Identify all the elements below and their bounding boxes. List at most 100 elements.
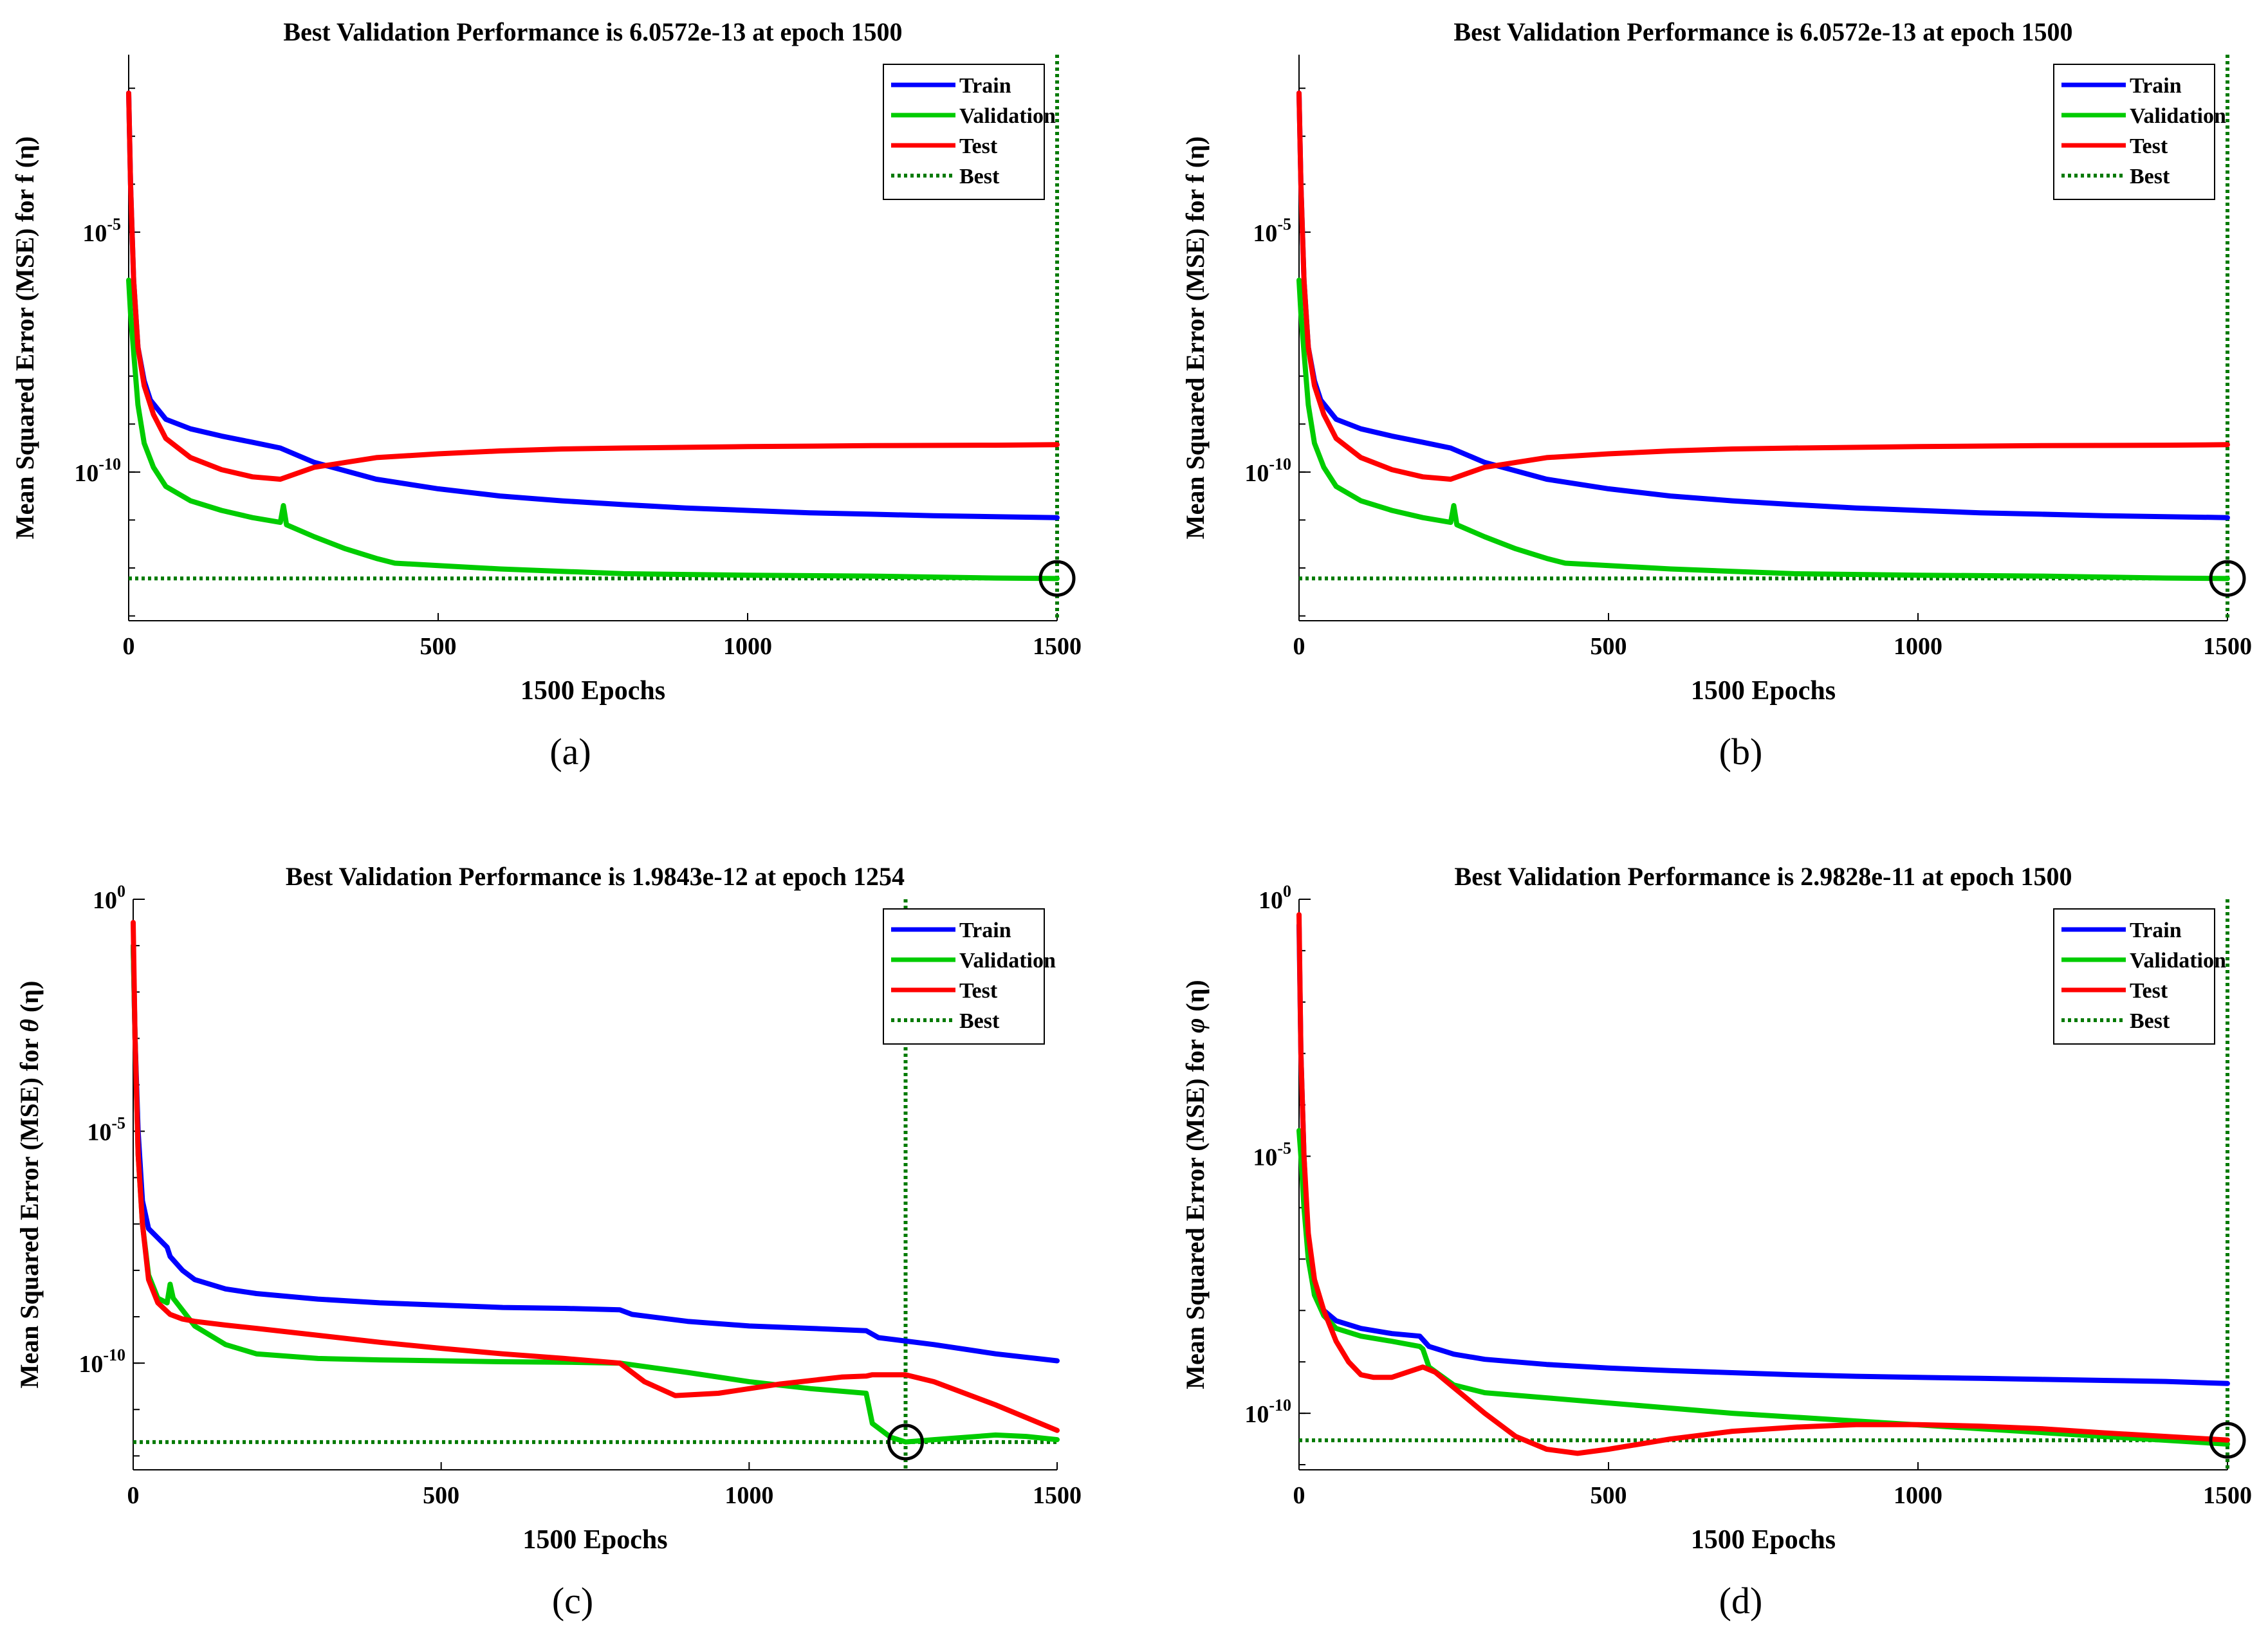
y-axis-label-suffix: (η) xyxy=(1181,980,1210,1018)
series-line-validation xyxy=(1296,1128,2230,1447)
y-tick-label-exponent: -5 xyxy=(1277,215,1291,233)
legend-label-validation: Validation xyxy=(2130,104,2226,128)
x-tick-label: 1500 xyxy=(2203,633,2252,660)
chart-panel-b: Best Validation Performance is 6.0572e-1… xyxy=(1181,17,2252,773)
x-tick-label: 1000 xyxy=(723,633,772,660)
x-axis-label: 1500 Epochs xyxy=(1691,1525,1836,1555)
x-tick-label: 1500 xyxy=(1033,1482,1082,1509)
x-tick-label: 1000 xyxy=(1894,1482,1942,1509)
panel-label: (a) xyxy=(549,731,591,773)
x-tick-label: 1000 xyxy=(724,1482,773,1509)
legend-label-best: Best xyxy=(959,1009,1000,1033)
series-line-test xyxy=(126,90,1060,482)
x-axis-label: 1500 Epochs xyxy=(522,1525,667,1555)
x-tick-label: 0 xyxy=(123,633,135,660)
best-point-marker xyxy=(2209,560,2246,597)
series-line-test xyxy=(1296,90,2230,482)
y-tick-label-exponent: -10 xyxy=(1269,455,1291,473)
y-tick-label: 100 xyxy=(1258,882,1291,914)
y-tick-label-base: 10 xyxy=(82,220,107,247)
panel-label: (b) xyxy=(1719,731,1763,773)
x-tick-label: 0 xyxy=(127,1482,140,1509)
y-tick-label: 10-5 xyxy=(82,215,121,247)
y-tick-label-exponent: -10 xyxy=(103,1346,125,1364)
y-tick-label-base: 10 xyxy=(1244,1401,1269,1428)
y-axis-label-prefix: Mean Squared Error (MSE) for xyxy=(15,1032,44,1389)
y-axis-label-prefix: Mean Squared Error (MSE) for xyxy=(1181,1033,1210,1389)
series-line-validation xyxy=(1296,277,2230,581)
series-line-test xyxy=(131,920,1060,1433)
chart-panel-c: Best Validation Performance is 1.9843e-1… xyxy=(15,862,1082,1622)
y-axis-label: Mean Squared Error (MSE) for f (η) xyxy=(10,136,39,539)
y-tick-label-exponent: -10 xyxy=(1269,1396,1291,1415)
y-tick-label-exponent: -5 xyxy=(107,215,121,233)
y-tick-label: 10-10 xyxy=(1244,455,1291,487)
series-line-train xyxy=(131,943,1060,1364)
legend: Train Validation Test Best xyxy=(883,908,1056,1045)
legend: Train Validation Test Best xyxy=(2053,64,2226,200)
series-line-validation xyxy=(126,277,1060,581)
best-point-marker xyxy=(1038,560,1076,597)
legend-label-train: Train xyxy=(959,919,1011,942)
x-tick-label: 1000 xyxy=(1894,633,1942,660)
x-tick-label: 0 xyxy=(1293,1482,1305,1509)
y-tick-label: 10-10 xyxy=(78,1346,125,1378)
y-tick-label-base: 10 xyxy=(1258,887,1283,914)
legend-label-test: Test xyxy=(959,979,998,1003)
y-axis-label-suffix: (η) xyxy=(15,981,44,1019)
legend-label-best: Best xyxy=(2130,1009,2170,1033)
legend-label-train: Train xyxy=(2130,74,2182,98)
legend-label-validation: Validation xyxy=(959,949,1056,973)
y-tick-label-base: 10 xyxy=(93,887,117,914)
chart-title: Best Validation Performance is 6.0572e-1… xyxy=(1453,17,2072,46)
best-point-marker xyxy=(887,1424,924,1461)
x-tick-label: 0 xyxy=(1293,633,1305,660)
y-tick-label: 100 xyxy=(93,882,125,914)
legend-label-validation: Validation xyxy=(2130,949,2226,973)
panel-label: (c) xyxy=(552,1580,593,1622)
legend-label-test: Test xyxy=(959,134,998,158)
y-tick-label-base: 10 xyxy=(1244,460,1269,487)
x-tick-label: 500 xyxy=(420,633,457,660)
x-tick-label: 500 xyxy=(1590,1482,1627,1509)
series-line-test xyxy=(1296,912,2230,1456)
y-tick-label-base: 10 xyxy=(78,1351,103,1378)
chart-title: Best Validation Performance is 6.0572e-1… xyxy=(283,17,902,46)
y-tick-label-exponent: -5 xyxy=(1277,1139,1291,1158)
x-axis-label: 1500 Epochs xyxy=(1691,676,1836,706)
y-axis-label-symbol: θ xyxy=(15,1019,44,1032)
legend-label-test: Test xyxy=(2130,134,2168,158)
best-point-marker xyxy=(2209,1422,2246,1459)
y-tick-label-base: 10 xyxy=(74,460,98,487)
legend-label-best: Best xyxy=(959,165,1000,188)
legend-label-train: Train xyxy=(2130,919,2182,942)
y-tick-label: 10-5 xyxy=(87,1114,125,1146)
legend-label-train: Train xyxy=(959,74,1011,98)
y-axis-label: Mean Squared Error (MSE) for φ (η) xyxy=(1181,980,1210,1389)
y-tick-label: 10-5 xyxy=(1253,1139,1291,1171)
y-tick-label-exponent: -10 xyxy=(98,455,121,473)
chart-panel-a: Best Validation Performance is 6.0572e-1… xyxy=(10,17,1082,773)
y-tick-label: 10-10 xyxy=(74,455,121,487)
y-tick-label-exponent: 0 xyxy=(1283,882,1291,901)
y-axis-label: Mean Squared Error (MSE) for θ (η) xyxy=(15,981,44,1389)
y-tick-label: 10-5 xyxy=(1253,215,1291,247)
y-tick-label-exponent: 0 xyxy=(117,882,125,901)
legend-label-validation: Validation xyxy=(959,104,1056,128)
legend: Train Validation Test Best xyxy=(883,64,1056,200)
y-tick-label: 10-10 xyxy=(1244,1396,1291,1428)
y-tick-label-base: 10 xyxy=(87,1119,111,1146)
x-axis-label: 1500 Epochs xyxy=(521,676,665,706)
y-tick-label-base: 10 xyxy=(1253,1144,1277,1171)
chart-title: Best Validation Performance is 2.9828e-1… xyxy=(1455,862,2072,891)
panel-label: (d) xyxy=(1719,1580,1763,1622)
y-axis-label-symbol: φ xyxy=(1181,1018,1210,1033)
chart-title: Best Validation Performance is 1.9843e-1… xyxy=(286,862,905,891)
chart-panel-d: Best Validation Performance is 2.9828e-1… xyxy=(1181,862,2252,1622)
y-tick-label-base: 10 xyxy=(1253,220,1277,247)
legend: Train Validation Test Best xyxy=(2053,908,2226,1045)
y-tick-label-exponent: -5 xyxy=(111,1114,125,1133)
legend-label-best: Best xyxy=(2130,165,2170,188)
x-tick-label: 500 xyxy=(423,1482,459,1509)
x-tick-label: 500 xyxy=(1590,633,1627,660)
